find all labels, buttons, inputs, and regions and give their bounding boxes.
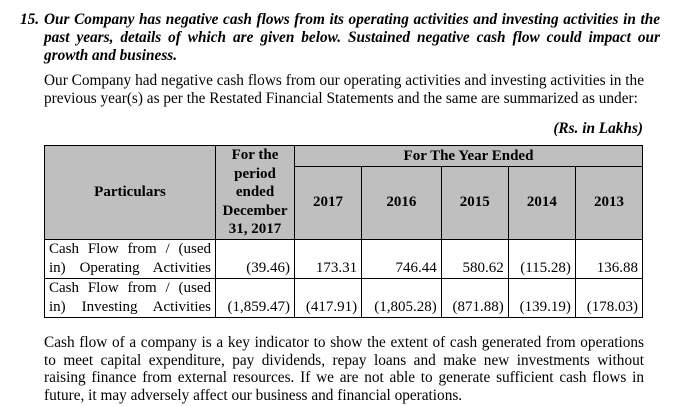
risk-factor-title: Our Company has negative cash flows from… xyxy=(44,11,660,64)
currency-units-label: (Rs. in Lakhs) xyxy=(553,120,643,137)
cell-investing-2016: (1,805.28) xyxy=(361,277,442,318)
cell-operating-2017: 173.31 xyxy=(293,238,363,279)
cell-operating-2013: 136.88 xyxy=(574,238,644,279)
intro-paragraph: Our Company had negative cash flows from… xyxy=(44,72,644,107)
table-row-operating: Cash Flow from / (used in) Operating Act… xyxy=(44,238,644,279)
header-year-2017: 2017 xyxy=(293,166,363,240)
header-period-ended: For the period ended December 31, 2017 xyxy=(215,145,295,240)
cell-operating-2014: (115.28) xyxy=(507,238,576,279)
row-label-operating: Cash Flow from / (used in) Operating Act… xyxy=(44,238,216,279)
row-label-investing: Cash Flow from / (used in) Investing Act… xyxy=(44,277,216,318)
cell-investing-2015: (871.88) xyxy=(440,277,509,318)
risk-factor-number: 15. xyxy=(20,11,40,28)
header-year-2015: 2015 xyxy=(440,166,509,240)
cell-investing-2013: (178.03) xyxy=(574,277,644,318)
cell-operating-period: (39.46) xyxy=(215,238,295,279)
cash-flow-table: Particulars For the period ended Decembe… xyxy=(44,145,644,318)
cell-investing-2017: (417.91) xyxy=(293,277,363,318)
header-year-2014: 2014 xyxy=(507,166,576,240)
cell-operating-2016: 746.44 xyxy=(361,238,442,279)
cell-investing-2014: (139.19) xyxy=(507,277,576,318)
cell-operating-2015: 580.62 xyxy=(440,238,509,279)
header-year-2016: 2016 xyxy=(361,166,442,240)
cell-investing-period: (1,859.47) xyxy=(215,277,295,318)
table-row-investing: Cash Flow from / (used in) Investing Act… xyxy=(44,277,644,318)
header-year-ended-group: For The Year Ended xyxy=(294,145,643,167)
closing-paragraph: Cash flow of a company is a key indicato… xyxy=(44,334,644,404)
header-year-2013: 2013 xyxy=(574,166,644,240)
header-particulars: Particulars xyxy=(44,145,216,240)
